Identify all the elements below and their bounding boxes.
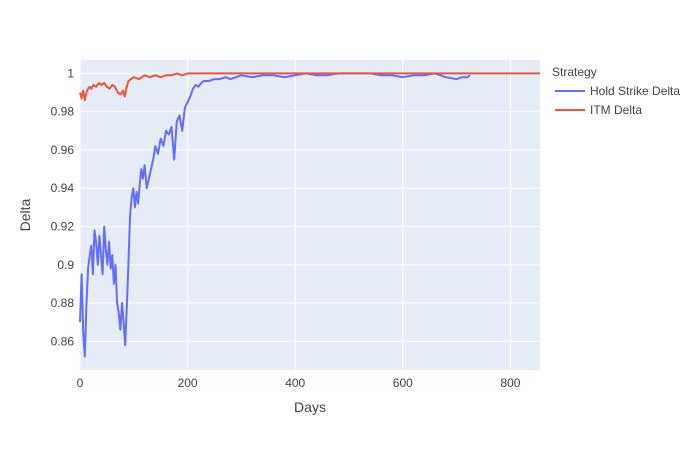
x-axis-title: Days <box>294 399 326 415</box>
legend: Strategy Hold Strike Delta ITM Delta <box>552 65 680 117</box>
y-tick-label: 0.88 <box>51 296 75 310</box>
series-layer <box>79 72 540 358</box>
tick-labels: 0.86 0.88 0.9 0.92 0.94 0.96 0.98 1 0 200 400 600 80… <box>51 66 521 390</box>
x-tick-label: 800 <box>500 376 520 390</box>
y-tick-label: 0.94 <box>51 181 75 195</box>
x-tick-label: 600 <box>393 376 413 390</box>
y-axis-title: Delta <box>17 198 33 231</box>
y-tick-label: 0.98 <box>51 105 75 119</box>
x-tick-label: 400 <box>285 376 305 390</box>
legend-title: Strategy <box>552 65 597 79</box>
y-tick-label: 0.96 <box>51 143 75 157</box>
y-tick-label: 1 <box>67 66 74 80</box>
plot-area <box>80 60 540 370</box>
legend-label-itm-delta[interactable]: ITM Delta <box>590 103 642 117</box>
series-line-hold-strike-delta[interactable] <box>79 72 471 358</box>
legend-label-hold-strike-delta[interactable]: Hold Strike Delta <box>590 84 680 98</box>
y-tick-label: 0.86 <box>51 334 75 348</box>
x-tick-label: 0 <box>77 376 84 390</box>
x-tick-label: 200 <box>178 376 198 390</box>
y-tick-label: 0.92 <box>51 219 75 233</box>
y-tick-label: 0.9 <box>57 258 74 272</box>
series-line-itm-delta[interactable] <box>79 72 540 102</box>
